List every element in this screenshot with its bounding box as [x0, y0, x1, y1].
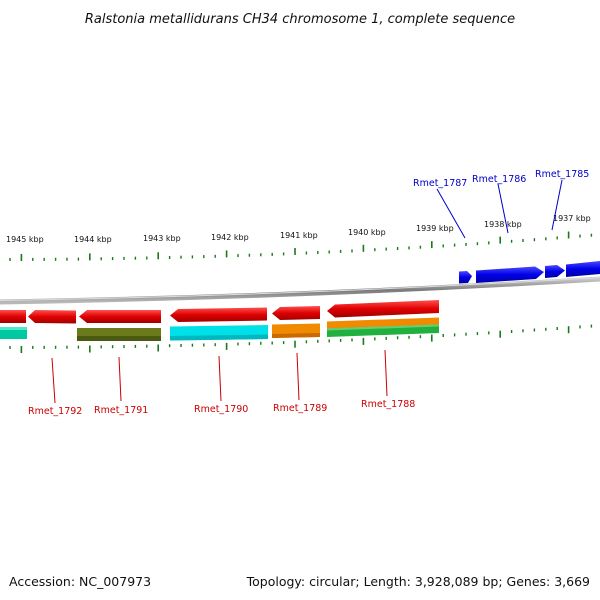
tick-label-1939: 1939 kbp — [416, 224, 454, 233]
gene-arrow-rmet-1792-left[interactable] — [0, 310, 26, 323]
feature-bar-5 — [327, 317, 439, 329]
gene-arrow-rmet-1788[interactable] — [327, 300, 439, 318]
accession-text: Accession: NC_007973 — [9, 574, 151, 589]
gene-label-rmet-1792[interactable]: Rmet_1792 — [28, 406, 82, 417]
pointer-rmet-1786 — [497, 183, 509, 234]
gene-label-rmet-1790[interactable]: Rmet_1790 — [194, 404, 248, 415]
pointer-rmet-1789 — [296, 352, 300, 401]
gene-label-rmet-1788[interactable]: Rmet_1788 — [361, 399, 415, 410]
gene-arrow-rmet-1784[interactable] — [566, 261, 600, 277]
gene-arrow-rmet-1789[interactable] — [272, 306, 320, 320]
lower-tick-ruler — [9, 324, 593, 353]
pointer-rmet-1787 — [436, 188, 466, 239]
feature-bar-3-shade — [170, 334, 268, 341]
feature-bar-4-shade — [272, 333, 320, 338]
genome-summary-text: Topology: circular; Length: 3,928,089 bp… — [246, 574, 590, 589]
tick-label-1945: 1945 kbp — [6, 235, 44, 244]
gene-label-rmet-1786[interactable]: Rmet_1786 — [472, 174, 526, 185]
pointer-rmet-1788 — [384, 349, 388, 397]
gene-label-rmet-1785[interactable]: Rmet_1785 — [535, 169, 589, 180]
feature-bar-6-shade — [327, 324, 439, 331]
tick-label-1943: 1943 kbp — [143, 234, 181, 243]
pointer-rmet-1792 — [51, 357, 56, 404]
reverse-strand-genes — [0, 300, 439, 324]
feature-bars — [0, 317, 439, 341]
page-title: Ralstonia metallidurans CH34 chromosome … — [85, 12, 515, 27]
gene-arrow-rmet-1790[interactable] — [170, 307, 267, 323]
gene-arrow-rmet-1792[interactable] — [28, 310, 76, 324]
tick-label-1942: 1942 kbp — [211, 233, 249, 242]
gene-label-rmet-1787[interactable]: Rmet_1787 — [413, 178, 467, 189]
tick-label-1937: 1937 kbp — [553, 214, 591, 223]
tick-label-1938: 1938 kbp — [484, 220, 522, 229]
tick-label-1941: 1941 kbp — [280, 231, 318, 240]
gene-arrow-rmet-1786[interactable] — [476, 266, 544, 284]
genome-backbone — [0, 276, 600, 305]
pointer-rmet-1790 — [218, 355, 222, 402]
gene-label-rmet-1791[interactable]: Rmet_1791 — [94, 405, 148, 416]
pointer-rmet-1791 — [118, 356, 122, 402]
gene-arrow-rmet-1785[interactable] — [545, 265, 565, 278]
feature-bar-1-shade — [0, 327, 27, 330]
tick-label-1944: 1944 kbp — [74, 235, 112, 244]
tick-label-1940: 1940 kbp — [348, 228, 386, 237]
ruler-labels: 1945 kbp 1944 kbp 1943 kbp 1942 kbp 1941… — [6, 214, 591, 244]
backbone-highlight — [0, 277, 600, 301]
gene-arrow-rmet-1791[interactable] — [79, 310, 161, 323]
gene-label-rmet-1789[interactable]: Rmet_1789 — [273, 403, 327, 414]
pointer-rmet-1785 — [551, 179, 563, 231]
upper-tick-ruler — [9, 231, 593, 261]
forward-strand-genes — [459, 261, 600, 284]
gene-arrow-rmet-1787[interactable] — [459, 271, 472, 284]
feature-bar-2-shade — [77, 336, 161, 341]
